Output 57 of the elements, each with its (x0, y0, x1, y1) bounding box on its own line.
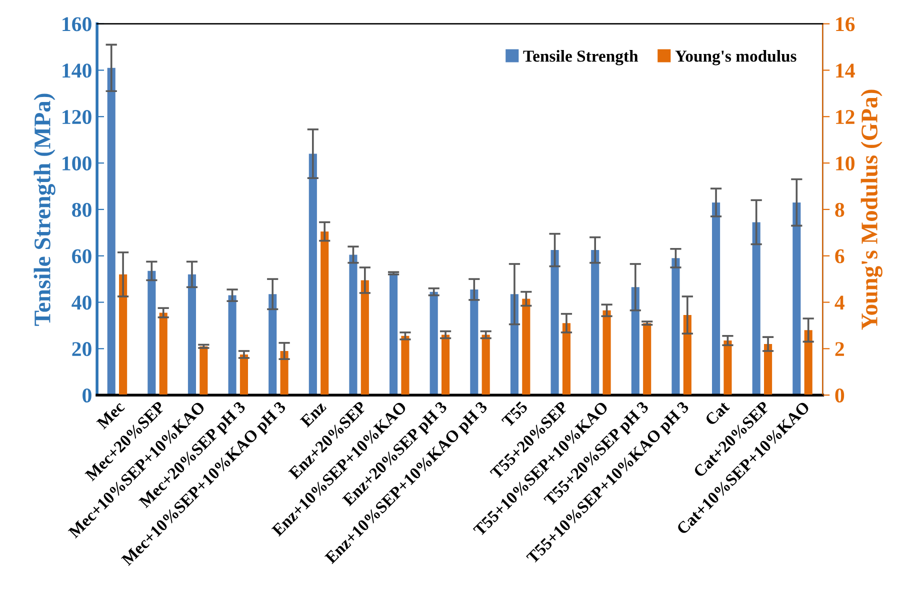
y-tick-label: 60 (72, 249, 92, 264)
y2-tick-label: 8 (835, 202, 844, 217)
y2-tick-label: 14 (836, 64, 855, 78)
y2-tick-label: 10 (836, 156, 854, 170)
bar (470, 289, 478, 396)
bar (349, 254, 358, 396)
y2-axis-title: Young's Modulus (GPa) (860, 90, 882, 330)
bar (148, 270, 156, 396)
y-tick-label: 160 (62, 17, 92, 32)
bar (712, 202, 720, 396)
bar (360, 280, 369, 396)
bar (390, 273, 398, 396)
legend-label: Young's modulus (675, 50, 796, 66)
y2-tick-label: 12 (836, 110, 854, 124)
bar (188, 274, 196, 396)
y-axis-title: Tensile Strength (MPa) (34, 94, 56, 326)
bar (562, 323, 571, 396)
bar (401, 336, 410, 396)
bar (550, 250, 559, 396)
bar (764, 344, 772, 396)
bar (724, 340, 732, 396)
bar (320, 231, 329, 396)
y2-tick-label: 6 (835, 249, 844, 264)
y-tick-label: 0 (82, 388, 92, 403)
bar (602, 310, 611, 396)
bar (200, 346, 208, 396)
bar (482, 334, 490, 396)
bar (672, 258, 680, 396)
y-tick-label: 140 (62, 64, 92, 78)
bar (643, 323, 652, 396)
y2-tick-label: 16 (836, 17, 855, 32)
legend-label: Tensile Strength (523, 50, 638, 66)
bar (240, 354, 248, 396)
y2-tick-label: 4 (834, 296, 844, 310)
y-tick-label: 80 (72, 202, 92, 217)
bar (159, 312, 168, 396)
y-tick-label: 20 (72, 342, 92, 356)
bar (119, 274, 128, 396)
bar (631, 287, 640, 396)
bar (228, 295, 236, 396)
y-tick-label: 40 (72, 296, 92, 310)
bar (430, 292, 438, 396)
bar (683, 315, 692, 396)
bar (280, 350, 288, 396)
bar (107, 68, 116, 396)
bar (752, 222, 760, 396)
bar (591, 250, 600, 396)
y-tick-label: 100 (62, 156, 92, 170)
bar (308, 154, 317, 396)
y2-tick-label: 2 (835, 342, 844, 356)
y2-tick-label: 0 (835, 388, 844, 403)
bar (268, 294, 277, 396)
bar (522, 298, 530, 396)
bar (804, 330, 812, 396)
bar (442, 334, 450, 396)
y-tick-label: 120 (62, 110, 92, 124)
bar (792, 202, 801, 396)
